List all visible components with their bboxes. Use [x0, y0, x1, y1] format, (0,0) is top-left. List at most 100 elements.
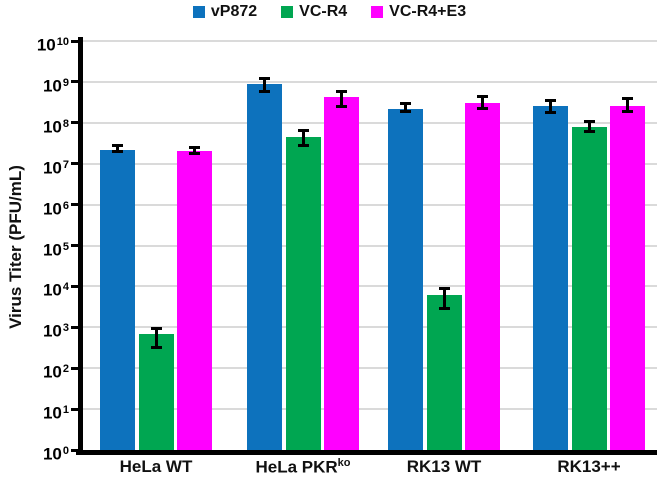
- y-gridline: [83, 285, 657, 288]
- y-tick-exponent: 6: [62, 199, 69, 212]
- y-tick-base: 10: [42, 199, 62, 219]
- error-bar-cap-top: [297, 129, 309, 133]
- y-tick-base: 10: [36, 35, 56, 55]
- y-tick-exponent: 1: [62, 404, 69, 417]
- error-bar-cap-top: [400, 102, 411, 106]
- bar-VC-R4+E3-RK13-WT: [465, 102, 500, 450]
- category-label-text: RK13++: [557, 457, 621, 476]
- error-bar-line: [116, 144, 119, 154]
- y-tick-exponent: 7: [62, 158, 69, 171]
- error-bar-cap-bottom: [583, 130, 595, 134]
- y-tick-label: 105: [0, 235, 69, 262]
- y-tick-label: 109: [0, 71, 69, 98]
- category-label-text: HeLa WT: [119, 457, 193, 476]
- y-tick-base: 10: [42, 362, 62, 382]
- y-tick-base: 10: [42, 403, 62, 423]
- y-tick-exponent: 9: [62, 76, 69, 89]
- legend-swatch-icon: [192, 6, 205, 18]
- bar-vP872-HeLa-PKR: [247, 83, 282, 450]
- y-tick-base: 10: [42, 158, 62, 178]
- y-tick-mark: [71, 80, 78, 84]
- y-tick-label: 1010: [0, 30, 69, 57]
- legend-item-VC-R4: VC-R4: [281, 3, 347, 21]
- y-tick-mark: [71, 366, 78, 370]
- legend-label: vP872: [210, 3, 258, 20]
- y-tick-label: 103: [0, 316, 69, 343]
- y-tick-base: 10: [42, 240, 62, 260]
- y-tick-mark: [71, 448, 78, 452]
- error-bar-line: [587, 120, 591, 134]
- y-tick-label: 108: [0, 112, 69, 139]
- error-bar-cap-bottom: [438, 306, 450, 310]
- y-tick-exponent: 0: [62, 445, 69, 457]
- error-bar-cap-top: [189, 146, 200, 150]
- y-tick-base: 10: [42, 281, 62, 301]
- error-bar-cap-bottom: [545, 111, 556, 115]
- legend-label: VC-R4+E3: [389, 3, 467, 20]
- y-tick-exponent: 8: [62, 117, 69, 130]
- y-gridline: [83, 244, 657, 247]
- legend-label: VC-R4: [299, 3, 348, 20]
- y-tick-mark: [71, 39, 78, 43]
- error-bar-cap-top: [545, 99, 556, 103]
- y-tick-exponent: 4: [62, 281, 69, 294]
- y-tick-exponent: 5: [62, 240, 69, 253]
- category-label-text: RK13 WT: [406, 457, 482, 476]
- y-gridline: [83, 408, 657, 411]
- chart-legend: vP872 VC-R4 VC-R4+E3: [0, 3, 659, 21]
- error-bar-line: [193, 146, 196, 156]
- y-gridline: [83, 121, 657, 124]
- error-bar-cap-top: [438, 287, 450, 291]
- bar-VC-R4-RK13++: [571, 127, 607, 450]
- x-tick-label-RK13++: RK13++: [509, 457, 659, 477]
- legend-item-VC-R4+E3: VC-R4+E3: [371, 3, 466, 21]
- y-tick-base: 10: [42, 321, 62, 341]
- x-axis-line: [76, 450, 657, 455]
- y-tick-mark: [71, 284, 78, 288]
- error-bar-line: [481, 94, 484, 110]
- error-bar-cap-bottom: [189, 152, 200, 156]
- y-tick-exponent: 2: [62, 363, 69, 376]
- y-tick-mark: [71, 121, 78, 125]
- y-tick-mark: [71, 407, 78, 411]
- y-tick-exponent: 10: [56, 36, 69, 48]
- bar-vP872-RK13-WT: [388, 108, 423, 450]
- error-bar-cap-bottom: [400, 110, 411, 114]
- error-bar-cap-top: [112, 144, 123, 148]
- y-tick-mark: [71, 162, 78, 166]
- y-axis-line: [78, 37, 83, 455]
- error-bar-line: [301, 129, 305, 147]
- error-bar-line: [442, 287, 446, 310]
- error-bar-cap-top: [622, 97, 633, 101]
- error-bar-line: [404, 102, 407, 114]
- y-tick-label: 100: [0, 439, 69, 466]
- error-bar-cap-top: [477, 94, 488, 98]
- bar-VC-R4-HeLa-WT: [138, 333, 174, 450]
- y-tick-label: 101: [0, 398, 69, 425]
- y-tick-base: 10: [42, 76, 62, 96]
- error-bar-cap-bottom: [336, 105, 347, 108]
- y-tick-label: 106: [0, 194, 69, 221]
- legend-swatch-icon: [281, 6, 294, 18]
- error-bar-cap-bottom: [150, 345, 162, 349]
- y-gridline: [83, 367, 657, 370]
- bar-vP872-HeLa-WT: [100, 149, 135, 450]
- error-bar-cap-top: [583, 120, 595, 124]
- bar-vP872-RK13++: [533, 105, 568, 450]
- error-bar-cap-bottom: [622, 110, 633, 114]
- y-gridline: [83, 162, 657, 165]
- error-bar-cap-bottom: [259, 89, 270, 93]
- y-gridline: [83, 40, 657, 42]
- x-tick-label-RK13-WT: RK13 WT: [364, 457, 524, 477]
- error-bar-cap-bottom: [297, 143, 309, 147]
- error-bar-cap-bottom: [477, 106, 488, 110]
- x-tick-label-HeLa-WT: HeLa WT: [76, 457, 236, 477]
- error-bar-line: [549, 99, 552, 115]
- y-tick-base: 10: [42, 117, 62, 137]
- error-bar-line: [263, 77, 266, 93]
- y-tick-mark: [71, 325, 78, 329]
- y-tick-exponent: 3: [62, 322, 69, 335]
- error-bar-line: [154, 327, 158, 349]
- legend-swatch-icon: [371, 6, 384, 18]
